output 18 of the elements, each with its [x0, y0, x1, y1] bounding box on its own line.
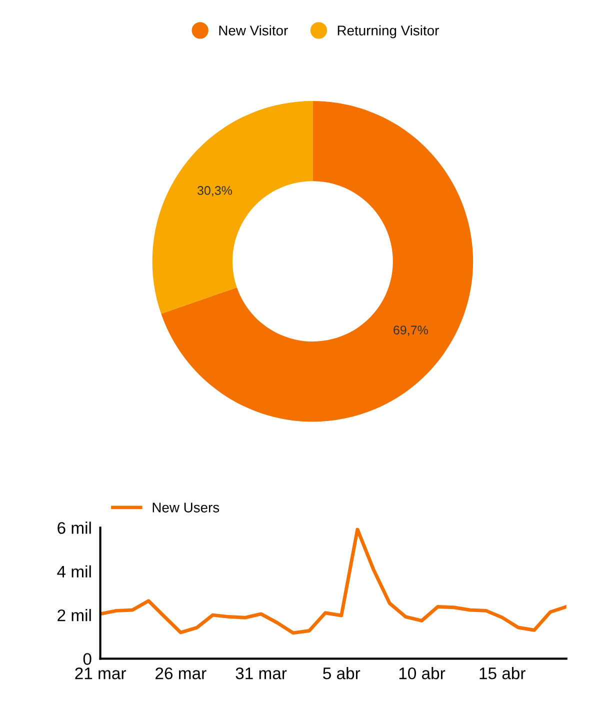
data-label: 69,7% — [394, 326, 428, 336]
x-tick-label: 31 mar — [236, 667, 287, 680]
legend-label: New Visitor — [219, 25, 288, 36]
data-label: 30,3% — [197, 186, 232, 196]
legend-label: New Users — [152, 502, 220, 512]
donut-slice — [161, 100, 474, 422]
x-tick-label: 26 mar — [156, 667, 206, 680]
x-tick-label: 15 abr — [480, 667, 526, 680]
x-tick-label: 21 mar — [75, 667, 126, 680]
y-tick-label: 0 — [83, 653, 92, 665]
y-tick-label: 6 mil — [58, 522, 91, 534]
y-tick-label: 2 mil — [58, 609, 91, 622]
x-tick-label: 5 abr — [323, 667, 360, 680]
x-tick-label: 10 abr — [399, 667, 446, 680]
legend-label: Returning Visitor — [338, 25, 439, 38]
y-tick-label: 4 mil — [57, 565, 91, 578]
donut-slice — [152, 100, 313, 314]
line-series — [100, 528, 566, 635]
